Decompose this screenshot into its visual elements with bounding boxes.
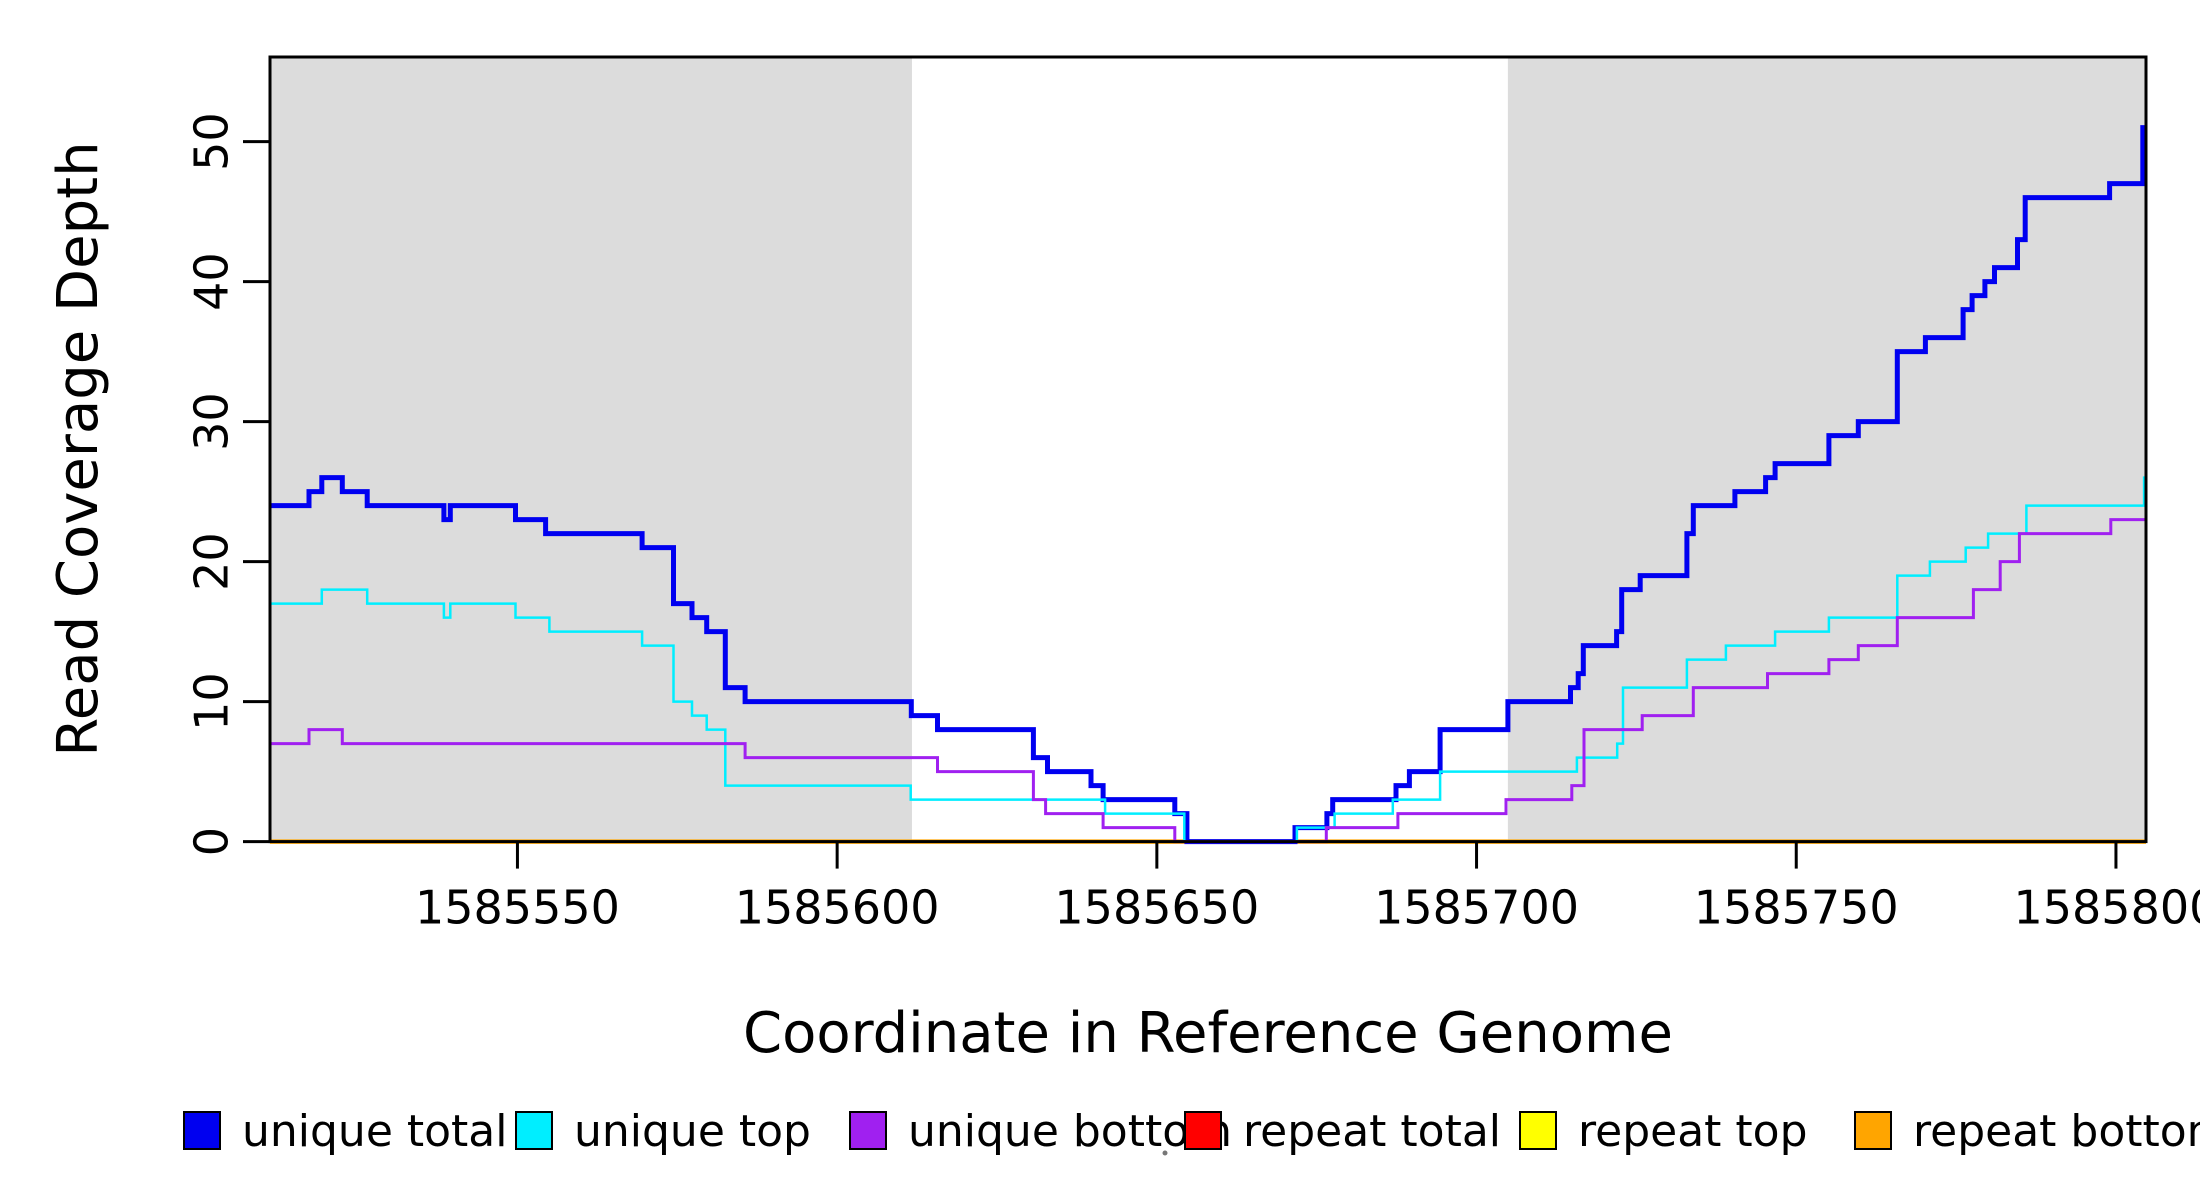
y-tick-label: 40	[185, 252, 239, 311]
x-tick-label: 1585750	[1694, 881, 1899, 935]
y-tick-label: 0	[185, 827, 239, 856]
series-line-unique-total	[270, 125, 2146, 845]
legend-label-repeat-bottom: repeat bottom	[1913, 1106, 2200, 1157]
legend-item-repeat-bottom: repeat bottom	[1854, 1106, 2200, 1157]
legend-swatch-unique-top	[515, 1111, 553, 1150]
legend-swatch-repeat-top	[1519, 1111, 1557, 1150]
plot-border-box	[268, 55, 2148, 844]
y-tick-label: 10	[185, 672, 239, 731]
legend-item-repeat-top: repeat top	[1519, 1106, 1808, 1157]
legend-swatch-repeat-bottom	[1854, 1111, 1892, 1150]
y-tick-label: 20	[185, 532, 239, 591]
shaded-region-1	[270, 57, 912, 842]
legend-artifact-dot	[1162, 1150, 1168, 1156]
legend: unique total unique top unique bottom repea…	[183, 1106, 2200, 1157]
x-axis-title: Coordinate in Reference Genome	[743, 1001, 1673, 1066]
legend-label-repeat-total: repeat total	[1243, 1106, 1501, 1157]
y-axis-title: Read Coverage Depth	[46, 141, 111, 756]
legend-label-unique-top: unique top	[574, 1106, 811, 1157]
legend-label-repeat-top: repeat top	[1578, 1106, 1808, 1157]
legend-swatch-unique-total	[183, 1111, 221, 1150]
series-line-unique-bottom	[270, 518, 2146, 844]
legend-label-unique-total: unique total	[242, 1106, 507, 1157]
axes: 1585550 1585600 1585650 1585700 1585750 15858…	[185, 112, 2200, 934]
legend-item-repeat-total: repeat total	[1184, 1106, 1501, 1157]
legend-item-unique-bottom: unique bottom	[849, 1106, 1232, 1157]
series-line-unique-top	[270, 476, 2146, 843]
legend-swatch-unique-bottom	[849, 1111, 887, 1150]
legend-label-unique-bottom: unique bottom	[908, 1106, 1232, 1157]
x-tick-label: 1585550	[415, 881, 620, 935]
legend-item-unique-total: unique total	[183, 1106, 507, 1157]
x-tick-label: 1585600	[735, 881, 940, 935]
legend-swatch-repeat-total	[1184, 1111, 1222, 1150]
legend-item-unique-top: unique top	[515, 1106, 811, 1157]
x-tick-label: 1585650	[1054, 881, 1259, 935]
shaded-regions	[270, 57, 2146, 842]
y-tick-label: 30	[185, 392, 239, 451]
x-tick-label: 1585700	[1374, 881, 1579, 935]
y-tick-label: 50	[185, 112, 239, 171]
x-tick-label: 1585800	[2014, 881, 2200, 935]
